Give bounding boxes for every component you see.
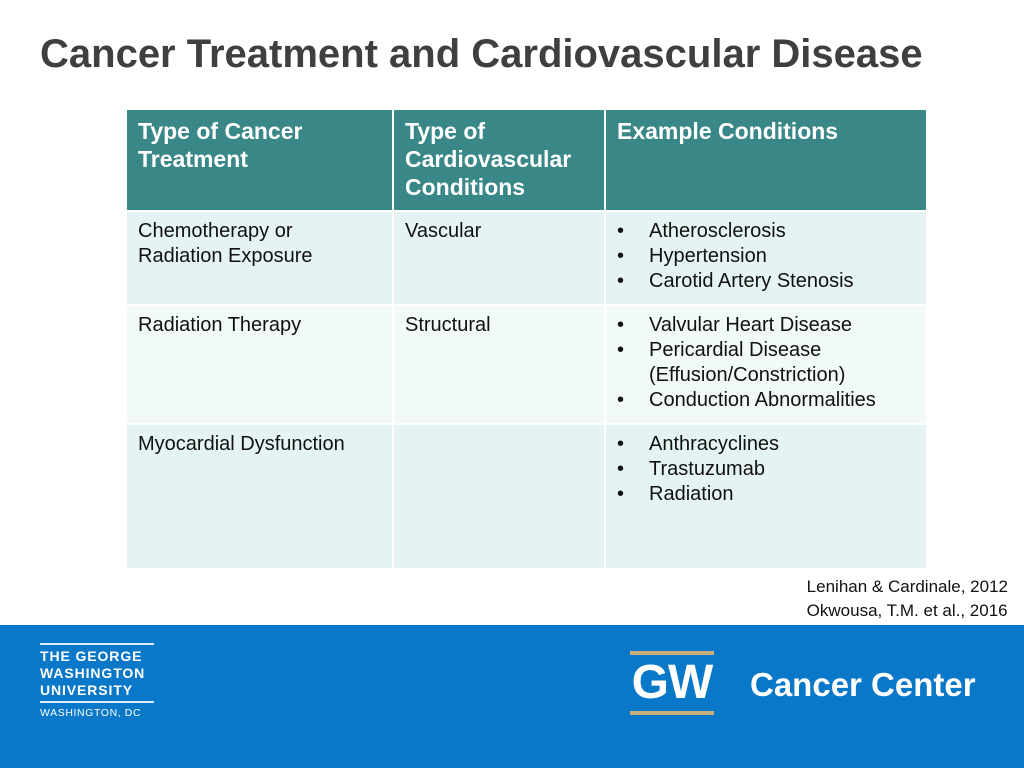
list-item: Carotid Artery Stenosis [617, 269, 916, 294]
cell-condition-type: Vascular [393, 210, 606, 305]
examples-list: Valvular Heart Disease Pericardial Disea… [617, 313, 916, 413]
footer-banner: THE GEORGE WASHINGTON UNIVERSITY WASHING… [0, 625, 1024, 768]
cell-condition-type [393, 423, 606, 568]
list-item: Radiation [617, 482, 916, 507]
list-item: Valvular Heart Disease [617, 313, 916, 338]
table-header-row: Type of Cancer Treatment Type of Cardiov… [127, 110, 926, 211]
examples-list: Anthracyclines Trastuzumab Radiation [617, 432, 916, 507]
header-treatment-type: Type of Cancer Treatment [127, 110, 394, 211]
reference-line: Okwousa, T.M. et al., 2016 [806, 601, 1008, 620]
logo-rule-top [40, 643, 154, 645]
table-row: Myocardial Dysfunction Anthracyclines Tr… [127, 423, 926, 568]
references: Lenihan & Cardinale, 2012 Okwousa, T.M. … [807, 575, 1008, 623]
cell-examples: Valvular Heart Disease Pericardial Disea… [605, 304, 926, 424]
cell-examples: Anthracyclines Trastuzumab Radiation [605, 423, 926, 568]
list-item: Atherosclerosis [617, 219, 916, 244]
header-example-conditions: Example Conditions [605, 110, 926, 211]
cell-treatment: Chemotherapy or Radiation Exposure [127, 210, 394, 305]
gw-bar-top [630, 651, 714, 655]
logo-rule-bottom [40, 701, 154, 703]
cell-condition-type: Structural [393, 304, 606, 424]
cancer-center-label: Cancer Center [750, 666, 976, 703]
university-logo: THE GEORGE WASHINGTON UNIVERSITY WASHING… [40, 643, 154, 719]
university-name-line: THE GEORGE [40, 648, 143, 664]
cell-examples: Atherosclerosis Hypertension Carotid Art… [605, 210, 926, 305]
table-row: Chemotherapy or Radiation Exposure Vascu… [127, 210, 926, 305]
header-condition-type: Type of Cardiovascular Conditions [393, 110, 606, 211]
gw-bar-bottom [630, 711, 714, 715]
university-name-line: UNIVERSITY [40, 682, 134, 698]
list-item: Trastuzumab [617, 457, 916, 482]
university-name-line: WASHINGTON [40, 665, 146, 681]
treatment-table: Type of Cancer Treatment Type of Cardiov… [127, 110, 926, 568]
list-item: Anthracyclines [617, 432, 916, 457]
cell-treatment: Myocardial Dysfunction [127, 423, 394, 568]
examples-list: Atherosclerosis Hypertension Carotid Art… [617, 219, 916, 294]
university-name: THE GEORGE WASHINGTON UNIVERSITY [40, 645, 154, 701]
list-item: Conduction Abnormalities [617, 388, 916, 413]
list-item: Pericardial Disease (Effusion/Constricti… [617, 338, 916, 388]
table-row: Radiation Therapy Structural Valvular He… [127, 304, 926, 424]
university-city: WASHINGTON, DC [40, 707, 142, 719]
gw-logo: GW [630, 651, 714, 715]
list-item: Hypertension [617, 244, 916, 269]
cell-treatment: Radiation Therapy [127, 304, 394, 424]
slide-title: Cancer Treatment and Cardiovascular Dise… [40, 32, 923, 76]
reference-line: Lenihan & Cardinale, 2012 [806, 577, 1008, 596]
gw-letters: GW [631, 656, 714, 709]
